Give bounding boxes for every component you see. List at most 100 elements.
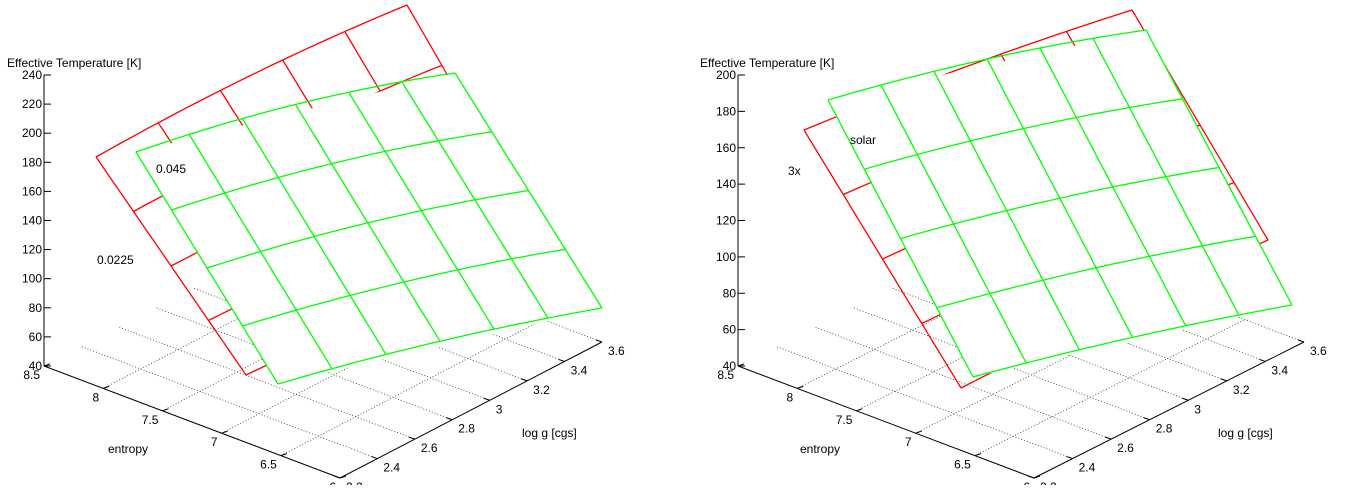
z-tick-label: 40 — [723, 359, 737, 373]
entropy-tick — [797, 385, 804, 389]
surface-label: 3x — [788, 164, 801, 178]
logg-tick-label: 3 — [1194, 402, 1201, 416]
gridline-entropy — [280, 319, 543, 456]
entropy-tick-label: 8 — [93, 390, 100, 404]
surface-occluder — [136, 73, 602, 384]
z-tick-label: 220 — [22, 97, 42, 111]
logg-axis-label: log g [cgs] — [1218, 426, 1273, 440]
entropy-tick-label: 7.5 — [836, 413, 853, 427]
entropy-tick-label: 6 — [1023, 480, 1030, 485]
entropy-axis-line — [43, 365, 341, 479]
logg-tick-label: 3.4 — [571, 363, 588, 377]
logg-tick — [595, 339, 603, 343]
logg-tick — [520, 378, 528, 382]
entropy-tick — [43, 363, 51, 367]
mesh-line — [880, 84, 1027, 364]
entropy-tick-label: 7 — [905, 435, 912, 449]
z-tick-label: 200 — [716, 68, 736, 82]
entropy-tick — [162, 408, 169, 412]
surface-solar — [827, 29, 1293, 378]
entropy-tick — [1033, 475, 1041, 479]
entropy-axis-label: entropy — [800, 442, 840, 456]
left-surface-chart: 40 60 80 100 120 140 160 180 200 220 240 8.5 8 7.5 7 6.… — [0, 0, 676, 490]
z-axis-label: Effective Temperature [K] — [700, 56, 834, 70]
logg-tick — [483, 397, 490, 401]
entropy-tick — [974, 453, 981, 457]
mesh-line — [454, 72, 603, 309]
logg-axis-line — [339, 341, 603, 479]
logg-tick — [446, 417, 453, 421]
logg-tick-label: 2.4 — [1079, 461, 1096, 475]
entropy-tick-label: 8 — [787, 390, 794, 404]
mesh-line — [1145, 29, 1293, 306]
logg-tick-label: 2.6 — [1117, 441, 1134, 455]
z-tick-label: 100 — [22, 272, 42, 286]
entropy-tick — [221, 430, 228, 434]
logg-tick-label: 3.6 — [608, 344, 625, 358]
mesh-line — [1039, 47, 1187, 327]
mesh-line — [986, 58, 1134, 338]
z-tick-label: 180 — [716, 104, 736, 118]
mesh-line — [188, 134, 333, 370]
z-tick-label: 140 — [22, 214, 42, 228]
z-tick-label: 100 — [716, 250, 736, 264]
left-chart-svg: 40 60 80 100 120 140 160 180 200 220 240 8.5 8 7.5 7 6.… — [7, 4, 625, 490]
logg-tick-label: 3.4 — [1271, 363, 1288, 377]
mesh-line — [241, 118, 387, 355]
entropy-tick — [737, 363, 745, 367]
logg-tick — [1104, 436, 1112, 440]
right-chart-svg: 40 60 80 100 120 140 160 180 200 8.5 8 7.5 7 6.5 6 2.2 2… — [700, 9, 1327, 490]
entropy-tick — [339, 475, 347, 479]
mesh-line — [933, 70, 1080, 351]
z-tick-label: 240 — [22, 68, 42, 82]
z-axis-label: Effective Temperature [K] — [7, 56, 141, 70]
logg-tick — [1143, 417, 1150, 421]
entropy-tick-label: 7.5 — [142, 413, 159, 427]
mesh-line — [827, 99, 974, 378]
mesh-line — [95, 156, 247, 376]
surface-label: solar — [850, 133, 876, 147]
logg-axis-label: log g [cgs] — [522, 426, 577, 440]
logg-tick-label: 3.2 — [533, 383, 550, 397]
mesh-line — [1092, 37, 1240, 316]
logg-tick-label: 2.6 — [421, 441, 438, 455]
mesh-line — [348, 91, 495, 330]
z-tick-label: 160 — [22, 184, 42, 198]
surface-0.045 — [135, 72, 603, 385]
logg-tick — [1066, 456, 1073, 460]
logg-tick-label: 2.8 — [1156, 422, 1173, 436]
entropy-tick-label: 8.5 — [23, 368, 40, 382]
mesh-line — [135, 151, 279, 385]
z-tick-label: 140 — [716, 177, 736, 191]
logg-tick — [1027, 475, 1035, 479]
logg-tick-label: 3 — [496, 402, 503, 416]
z-tick-label: 120 — [716, 214, 736, 228]
z-tick-label: 40 — [29, 359, 43, 373]
entropy-tick-label: 6 — [329, 480, 336, 485]
logg-tick — [333, 475, 341, 479]
mesh-line — [803, 129, 962, 389]
mesh-line — [95, 4, 408, 158]
logg-tick — [1259, 358, 1266, 362]
z-tick-label: 80 — [29, 301, 43, 315]
entropy-tick-label: 6.5 — [954, 458, 971, 472]
logg-tick-label: 2.2 — [346, 480, 363, 485]
z-tick-label: 60 — [29, 330, 43, 344]
z-tick-label: 180 — [22, 155, 42, 169]
logg-tick-label: 3.6 — [1310, 344, 1327, 358]
logg-tick — [1297, 339, 1305, 343]
logg-tick-label: 2.2 — [1040, 480, 1057, 485]
logg-tick-label: 2.8 — [458, 422, 475, 436]
logg-tick — [558, 358, 565, 362]
logg-tick — [371, 456, 378, 460]
surface-label: 0.0225 — [97, 253, 134, 267]
entropy-tick-label: 8.5 — [717, 368, 734, 382]
entropy-tick — [103, 385, 110, 389]
z-tick-label: 80 — [723, 286, 737, 300]
entropy-tick — [856, 408, 863, 412]
entropy-tick — [915, 430, 922, 434]
z-tick-label: 120 — [22, 243, 42, 257]
mesh-line — [294, 104, 441, 342]
entropy-tick — [280, 453, 287, 457]
entropy-axis-line — [737, 365, 1035, 479]
